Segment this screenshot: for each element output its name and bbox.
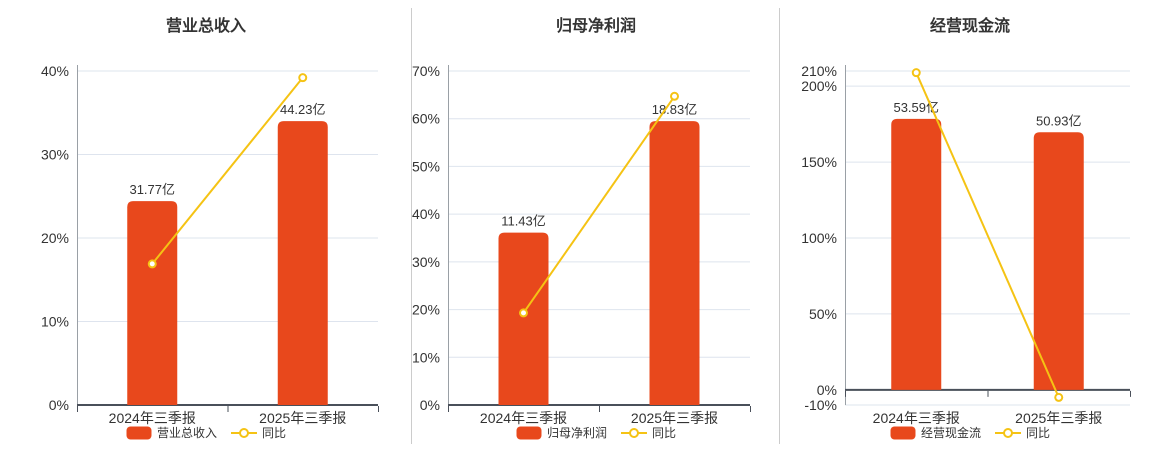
x-category-label: 2024年三季报 — [480, 410, 567, 426]
legend-item-line[interactable]: 同比 — [231, 426, 286, 440]
legend-line-icon — [995, 428, 1021, 438]
y-tick-label: 40% — [41, 63, 69, 79]
bar[interactable] — [277, 121, 328, 405]
chart-legend: 营业总收入 同比 — [0, 426, 412, 440]
legend-bar-swatch-icon — [516, 426, 542, 440]
y-tick-label: 200% — [801, 78, 837, 94]
y-tick-label: 0% — [420, 397, 440, 413]
legend-line-marker — [239, 428, 249, 438]
chart-legend: 归母净利润 同比 — [412, 426, 780, 440]
yoy-line — [915, 72, 1060, 398]
chart-canvas: 0% 10% 20% 30% 40% 50% 60% 70% 11.43亿 18.83亿 2024年… — [412, 63, 751, 426]
panel-divider — [779, 8, 780, 444]
x-category-label: 2025年三季报 — [259, 410, 346, 426]
y-tick-label: 70% — [412, 63, 440, 79]
legend-label: 同比 — [1026, 426, 1051, 440]
y-tick-label: 10% — [41, 314, 69, 330]
y-tick-label: 0% — [49, 397, 69, 413]
legend-item-bar[interactable]: 营业总收入 — [126, 426, 217, 440]
y-tick-label: 100% — [801, 230, 837, 246]
y-tick-label: 20% — [412, 302, 440, 318]
yoy-line — [522, 95, 676, 314]
y-tick-label: 50% — [412, 158, 440, 174]
y-tick-label: 0% — [817, 382, 837, 398]
y-tick-label: 30% — [412, 254, 440, 270]
legend-label: 同比 — [652, 426, 677, 440]
yoy-point[interactable] — [298, 73, 308, 83]
legend-item-bar[interactable]: 归母净利润 — [516, 426, 607, 440]
bar[interactable] — [891, 118, 942, 390]
chart-panel-cash-flow: 经营现金流 -10% 0% 50% 100% 150% 200% 210% 53.59亿 50.… — [780, 0, 1160, 450]
legend-bar-swatch-shape — [890, 426, 916, 440]
y-tick-label: 50% — [809, 306, 837, 322]
legend-bar-swatch-icon — [890, 426, 916, 440]
legend-line-icon — [231, 428, 257, 438]
bar-value-label: 18.83亿 — [652, 102, 698, 117]
legend-label: 归母净利润 — [546, 426, 607, 440]
legend-bar-swatch-shape — [516, 426, 542, 440]
bar[interactable] — [1033, 132, 1084, 390]
yoy-point[interactable] — [670, 91, 679, 101]
y-tick-label: 210% — [801, 63, 837, 79]
yoy-point[interactable] — [519, 308, 528, 318]
x-category-label: 2025年三季报 — [1015, 410, 1102, 426]
yoy-point[interactable] — [1054, 392, 1064, 402]
panel-divider — [411, 8, 412, 444]
bar[interactable] — [127, 201, 178, 405]
legend-item-line[interactable]: 同比 — [621, 426, 676, 440]
chart-canvas: -10%0% 50% 100% 150% 200%210% 53.59亿 50.93亿 202… — [801, 63, 1131, 426]
legend-line-icon — [621, 428, 647, 438]
legend-label: 营业总收入 — [156, 426, 217, 440]
legend-item-line[interactable]: 同比 — [995, 426, 1050, 440]
legend-label: 经营现金流 — [920, 426, 981, 440]
y-tick-label: 20% — [41, 230, 69, 246]
bar-value-label: 31.77亿 — [129, 182, 175, 197]
x-category-label: 2025年三季报 — [631, 410, 718, 426]
legend-item-bar[interactable]: 经营现金流 — [890, 426, 981, 440]
bar[interactable] — [649, 121, 700, 405]
y-tick-label: 40% — [412, 206, 440, 222]
chart-panel-net-profit: 归母净利润 0% 10% 20% 30% 40% 50% 60% 70% 11.43亿 18.83… — [412, 0, 780, 450]
chart-canvas: 0% 10% 20% 30% 40% 31.77亿 44.23亿 2024年三季报 2025年三… — [41, 63, 379, 426]
legend-bar-swatch-shape — [126, 426, 152, 440]
y-tick-label: 60% — [412, 111, 440, 127]
y-tick-label: -10% — [804, 397, 837, 413]
x-category-label: 2024年三季报 — [873, 410, 960, 426]
chart-legend: 经营现金流 同比 — [780, 426, 1160, 440]
bar-value-label: 53.59亿 — [893, 100, 939, 115]
legend-line-marker — [1003, 428, 1013, 438]
yoy-line — [151, 77, 304, 265]
y-tick-label: 150% — [801, 154, 837, 170]
legend-bar-swatch-icon — [126, 426, 152, 440]
legend-label: 同比 — [262, 426, 287, 440]
bar-value-label: 50.93亿 — [1036, 113, 1082, 128]
yoy-point[interactable] — [147, 259, 157, 269]
y-tick-label: 10% — [412, 349, 440, 365]
bar-value-label: 11.43亿 — [501, 214, 546, 229]
chart-title: 归母净利润 — [555, 18, 636, 35]
chart-panel-revenue: 营业总收入 0% 10% 20% 30% 40% 31.77亿 44.23亿 2024年三季报… — [0, 0, 412, 450]
y-tick-label: 30% — [41, 147, 69, 163]
x-category-label: 2024年三季报 — [109, 410, 196, 426]
chart-title: 营业总收入 — [165, 18, 246, 35]
bar[interactable] — [498, 232, 549, 405]
bar-value-label: 44.23亿 — [280, 102, 326, 117]
chart-title: 经营现金流 — [929, 18, 1010, 35]
legend-line-marker — [629, 428, 639, 438]
yoy-point[interactable] — [911, 68, 921, 78]
